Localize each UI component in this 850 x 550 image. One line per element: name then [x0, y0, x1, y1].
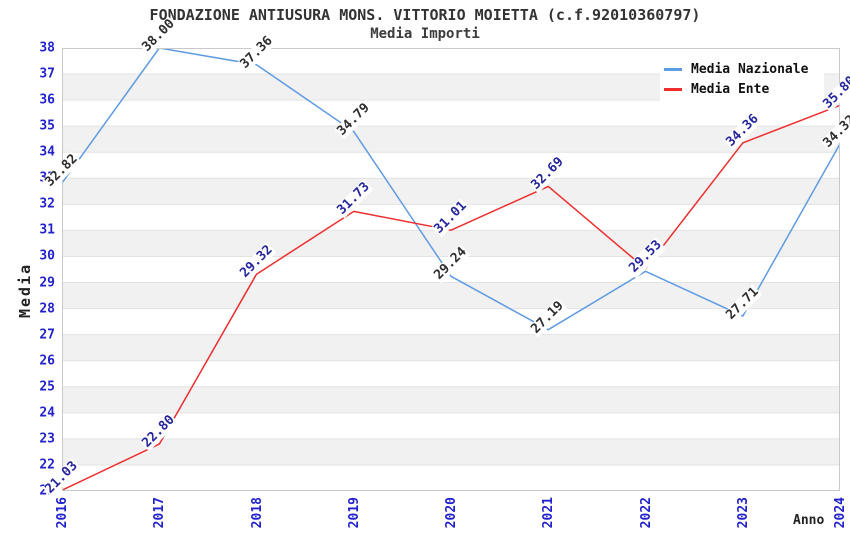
y-tick-label: 29	[39, 275, 55, 291]
grid-band	[62, 178, 840, 205]
x-tick-label: 2021	[541, 497, 557, 529]
y-tick-label: 37	[39, 66, 55, 82]
y-tick-label: 28	[39, 301, 55, 317]
plot-border	[62, 48, 840, 491]
y-tick-label: 24	[39, 405, 55, 421]
chart-subtitle: Media Importi	[370, 26, 480, 42]
x-tick-label: 2022	[638, 497, 654, 529]
x-tick-label: 2016	[55, 497, 70, 529]
legend-label: Media Ente	[691, 82, 770, 97]
y-tick-label: 23	[39, 431, 55, 447]
legend-line-swatch	[664, 68, 682, 71]
legend: Media Nazionale Media Ente	[660, 56, 824, 103]
grid-band	[62, 126, 840, 153]
y-tick-label: 27	[39, 327, 55, 343]
legend-item-media-ente: Media Ente	[664, 82, 820, 97]
grid-band	[62, 334, 840, 361]
legend-item-media-nazionale: Media Nazionale	[664, 62, 820, 77]
y-tick-label: 32	[39, 196, 55, 212]
x-tick-label: 2020	[444, 497, 459, 529]
grid-band	[62, 282, 840, 309]
x-tick-label: 2017	[152, 497, 168, 529]
x-tick-label: 2019	[346, 497, 362, 529]
grid-band	[62, 386, 840, 413]
chart-svg	[62, 48, 840, 491]
x-tick-label: 2018	[249, 497, 265, 529]
grid-band	[62, 438, 840, 465]
series-line-media-ente	[62, 104, 840, 491]
series-line-media-nazionale	[62, 48, 840, 331]
x-tick-label: 2023	[735, 497, 751, 529]
x-tick-label: 2024	[833, 497, 848, 529]
y-tick-label: 35	[39, 118, 55, 134]
x-axis-title: Anno	[793, 513, 825, 528]
plot-area	[62, 48, 840, 491]
chart-title: FONDAZIONE ANTIUSURA MONS. VITTORIO MOIE…	[149, 6, 701, 24]
y-tick-label: 25	[39, 379, 55, 395]
y-tick-label: 26	[39, 353, 55, 369]
y-tick-label: 30	[39, 248, 55, 264]
legend-line-swatch	[664, 88, 682, 91]
y-tick-label: 22	[39, 457, 55, 473]
y-tick-label: 34	[39, 144, 55, 160]
y-tick-label: 31	[39, 222, 55, 238]
legend-label: Media Nazionale	[691, 62, 809, 77]
y-tick-label: 36	[39, 92, 55, 108]
y-tick-label: 38	[39, 40, 55, 56]
